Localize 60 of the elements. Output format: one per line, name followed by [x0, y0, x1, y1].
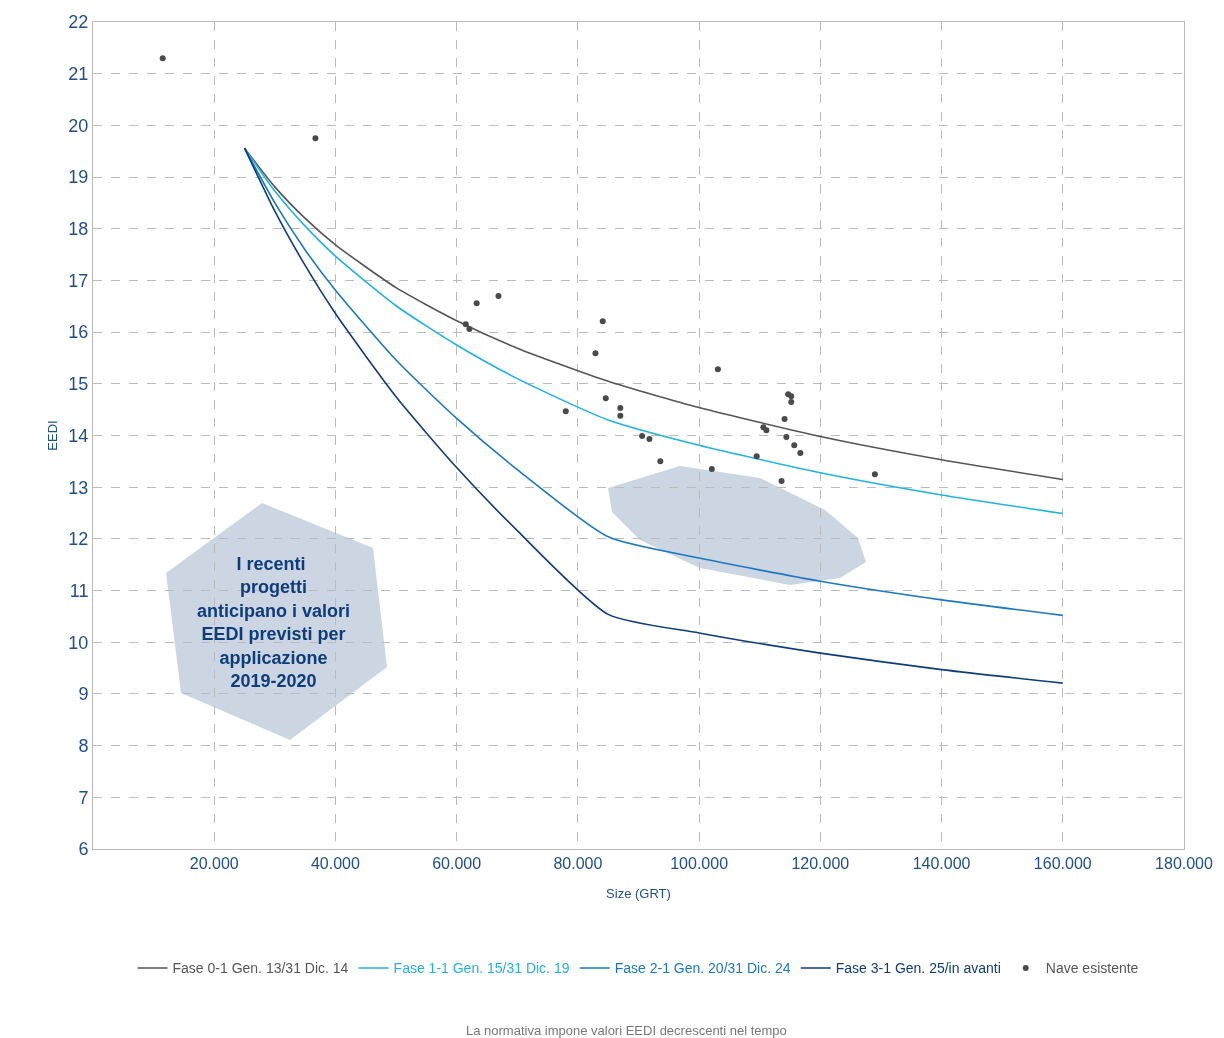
y-tick-label: 12	[68, 529, 89, 550]
annotation: I recenti progetti anticipano i valori EEDI previsti per applicazione 2019-2020	[197, 554, 351, 691]
point	[871, 471, 878, 478]
x-tick-label: 160.000	[1033, 855, 1092, 873]
y-tick-label: 8	[78, 735, 89, 756]
point	[639, 433, 646, 440]
point	[562, 408, 569, 415]
y-tick-label: 15	[68, 374, 89, 395]
x-tick-label: 180.000	[1155, 855, 1214, 873]
point	[473, 300, 480, 307]
point	[783, 434, 790, 441]
point	[599, 318, 606, 325]
legend-label: Fase 2-1 Gen. 20/31 Dic. 24	[614, 960, 791, 977]
point	[159, 55, 166, 62]
x-axis-title: Size (GRT)	[606, 886, 671, 901]
point	[592, 350, 599, 357]
x-tick-label: 80.000	[553, 855, 603, 873]
x-tick-label: 140.000	[912, 855, 971, 873]
point	[714, 366, 721, 373]
point	[708, 466, 715, 473]
point	[617, 405, 624, 412]
point	[617, 412, 624, 419]
y-tick-label: 9	[78, 684, 89, 705]
point	[495, 292, 502, 299]
x-tick-label: 100.000	[670, 855, 729, 873]
point	[657, 458, 664, 465]
point	[778, 477, 785, 484]
point	[312, 135, 319, 142]
y-tick-label: 18	[68, 219, 89, 240]
y-tick-label: 10	[68, 632, 89, 653]
legend-label: Nave esistente	[1045, 960, 1139, 977]
y-tick-label: 11	[69, 580, 89, 601]
x-tick-label: 40.000	[310, 855, 361, 873]
y-tick-label: 19	[68, 167, 89, 188]
y-tick-label: 20	[68, 115, 89, 136]
y-tick-label: 6	[78, 839, 89, 860]
y-tick-label: 14	[68, 425, 89, 446]
y-tick-label: 17	[68, 270, 89, 291]
y-tick-label: 13	[68, 477, 89, 498]
point	[753, 453, 760, 460]
y-axis-title: EEDI	[45, 420, 60, 451]
point	[462, 321, 469, 328]
legend-label: Fase 3-1 Gen. 25/in avanti	[835, 960, 1001, 977]
x-tick-label: 20.000	[189, 855, 239, 873]
x-tick-label: 120.000	[791, 855, 850, 873]
point	[781, 415, 788, 422]
point	[788, 398, 795, 405]
point	[791, 442, 798, 449]
x-tick-label: 60.000	[432, 855, 482, 873]
point	[466, 326, 473, 333]
y-tick-label: 21	[68, 63, 89, 84]
point	[646, 436, 653, 443]
y-tick-label: 16	[68, 322, 89, 343]
legend-label: Fase 1-1 Gen. 15/31 Dic. 19	[393, 960, 570, 977]
legend-label: Fase 0-1 Gen. 13/31 Dic. 14	[172, 960, 349, 977]
y-tick-label: 7	[78, 787, 89, 808]
y-tick-label: 22	[68, 12, 89, 33]
point	[602, 395, 609, 402]
text: La normativa impone valori EEDI decrescenti nel tempo	[466, 1023, 787, 1038]
point	[797, 450, 804, 457]
